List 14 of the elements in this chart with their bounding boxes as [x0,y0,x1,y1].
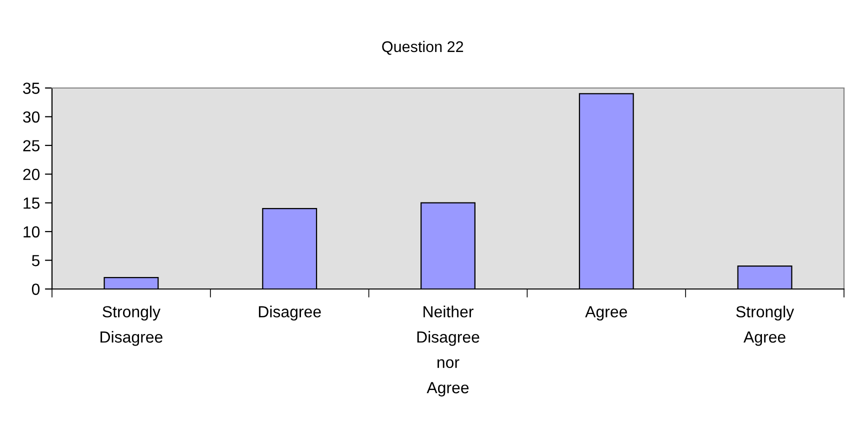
y-tick-label: 10 [24,226,40,238]
x-tick-label: Strongly Agree [736,306,794,346]
y-tick-label: 25 [23,140,40,152]
y-tick-label: 0 [32,284,40,295]
y-tick-label: 15 [24,198,40,209]
y-tick-label: 5 [32,255,40,266]
x-tick-label: Strongly Disagree [100,306,162,346]
y-tick-label: 20 [23,168,40,180]
y-tick-label: 35 [23,82,40,94]
chart-title: Question 22 [382,40,464,55]
x-tick-label: Neither Disagree nor Agree [417,306,480,396]
y-tick-label: 30 [23,111,40,123]
x-tick-label: Disagree [258,306,321,321]
x-tick-label: Agree [585,306,627,321]
